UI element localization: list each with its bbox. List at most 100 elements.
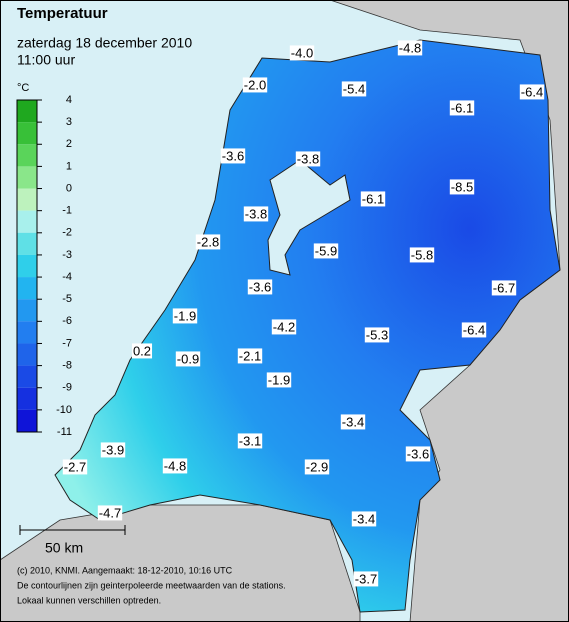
station-label-bg	[313, 243, 339, 259]
legend-band	[17, 409, 37, 432]
legend-band	[17, 254, 37, 278]
station-value: -2.1	[239, 348, 261, 363]
legend-label: 1	[66, 160, 72, 172]
station-label-bg	[100, 442, 126, 458]
station-value: -5.9	[315, 243, 337, 258]
legend-band	[17, 365, 37, 388]
legend-label: -3	[62, 249, 72, 261]
footer-line: (c) 2010, KNMI. Aangemaakt: 18-12-2010, …	[17, 565, 233, 575]
station-label-bg	[519, 84, 545, 100]
legend-label: -9	[62, 382, 72, 394]
subtitle: zaterdag 18 december 2010	[17, 35, 192, 51]
legend-band	[17, 277, 37, 300]
station-value: -4.7	[99, 505, 121, 520]
legend-unit: °C	[17, 82, 29, 94]
station-value: -5.3	[366, 327, 388, 342]
legend-label: -5	[62, 293, 72, 305]
station-value: -3.4	[342, 414, 364, 429]
station-value: -3.4	[353, 511, 375, 526]
station-label-bg	[295, 151, 321, 167]
legend-band	[17, 232, 37, 255]
station-label-bg	[289, 45, 315, 61]
station-value: -6.4	[521, 84, 543, 99]
station-value: -4.2	[273, 319, 295, 334]
station-label-bg	[397, 40, 423, 56]
station-value: -1.9	[174, 308, 196, 323]
station-label-bg	[62, 459, 88, 475]
station-value: -6.1	[451, 100, 473, 115]
station-value: -6.4	[463, 322, 485, 337]
station-value: -6.1	[362, 191, 384, 206]
station-label-bg	[162, 458, 188, 474]
station-label-bg	[491, 280, 517, 296]
legend-band	[17, 122, 37, 145]
station-value: -4.0	[291, 45, 313, 60]
station-label-bg	[304, 459, 330, 475]
station-value: -6.7	[493, 280, 515, 295]
station-value: -2.8	[197, 234, 219, 249]
station-label-bg	[243, 206, 269, 222]
legend-band	[17, 210, 37, 233]
legend-label: 3	[66, 116, 72, 128]
station-label-bg	[364, 327, 390, 343]
station-label-bg	[353, 571, 379, 587]
legend-label: 0	[66, 182, 72, 194]
station-value: -3.8	[245, 206, 267, 221]
legend-band	[17, 188, 37, 211]
station-value: -3.8	[297, 151, 319, 166]
legend-label: -1	[62, 205, 72, 217]
station-label-bg	[409, 247, 435, 263]
legend-label: -8	[62, 360, 72, 372]
station-label-bg	[237, 348, 263, 364]
station-value: -5.4	[343, 81, 365, 96]
legend-band	[17, 166, 37, 189]
station-value: -3.6	[407, 446, 429, 461]
legend-label: -10	[56, 404, 72, 416]
station-label-bg	[175, 351, 201, 367]
station-label-bg	[271, 319, 297, 335]
station-value: -3.6	[249, 279, 271, 294]
footer-line: Lokaal kunnen verschillen optreden.	[17, 595, 161, 605]
legend-label: -6	[62, 315, 72, 327]
station-value: -5.8	[411, 247, 433, 262]
station-label-bg	[242, 77, 268, 93]
legend-band	[17, 343, 37, 366]
title: Temperatuur	[17, 5, 108, 22]
station-value: -2.0	[244, 77, 266, 92]
station-label-bg	[247, 279, 273, 295]
station-label-bg	[360, 191, 386, 207]
station-value: -3.6	[222, 148, 244, 163]
station-label-bg	[341, 81, 367, 97]
station-value: -1.9	[268, 372, 290, 387]
station-value: 0.2	[133, 343, 151, 358]
station-label-bg	[449, 179, 475, 195]
footer-line: De contourlijnen zijn geinterpoleerde me…	[17, 580, 286, 590]
station-value: -4.8	[164, 458, 186, 473]
ijsselmeer	[267, 159, 351, 276]
legend-band	[17, 100, 37, 123]
station-label-bg	[172, 308, 198, 324]
legend-label: 4	[66, 94, 72, 106]
station-label-bg	[131, 343, 153, 359]
legend-band	[17, 387, 37, 410]
station-value: -2.7	[64, 459, 86, 474]
legend-label: 2	[66, 138, 72, 150]
station-label-bg	[266, 372, 292, 388]
station-value: -2.9	[306, 459, 328, 474]
station-label-bg	[461, 322, 487, 338]
scale-label: 50 km	[45, 540, 83, 556]
station-label-bg	[237, 433, 263, 449]
legend-label: -7	[62, 337, 72, 349]
time: 11:00 uur	[17, 52, 75, 68]
station-label-bg	[449, 100, 475, 116]
station-value: -3.9	[102, 442, 124, 457]
station-label-bg	[220, 148, 246, 164]
legend-frame	[16, 99, 38, 433]
legend-band	[17, 321, 37, 344]
station-label-bg	[405, 446, 431, 462]
legend-label: -2	[62, 227, 72, 239]
station-label-bg	[97, 505, 123, 521]
station-value: -3.1	[239, 433, 261, 448]
station-label-bg	[351, 511, 377, 527]
